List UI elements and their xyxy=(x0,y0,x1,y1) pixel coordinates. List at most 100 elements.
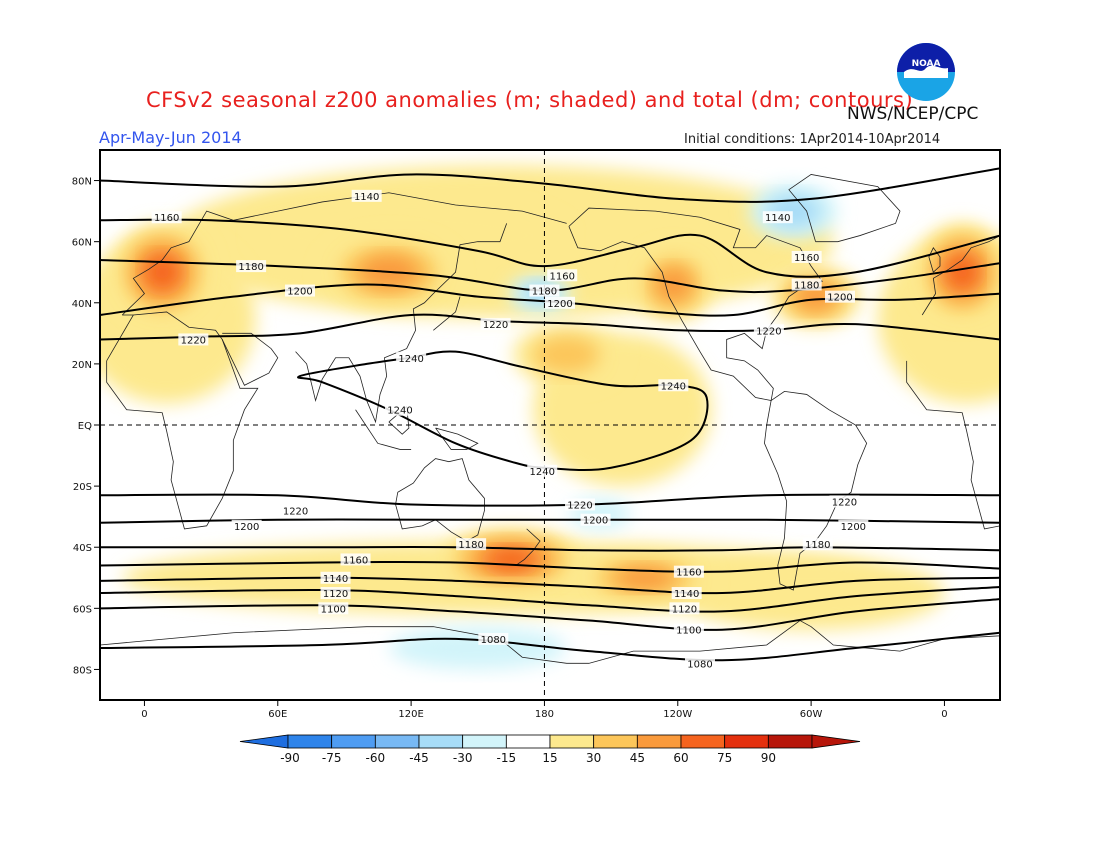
contour-label-text: 1240 xyxy=(529,467,554,478)
contour-label-text: 1140 xyxy=(765,213,790,224)
contour-label-bg xyxy=(351,189,382,202)
colorbar-swatch xyxy=(636,734,682,749)
contour-label-bg xyxy=(340,553,371,566)
axis-ticks: 80N 60N 40N 20N EQ 20S 40S 60S 80S 0 60E 120E 180 120… xyxy=(72,177,948,720)
contour-label-bg xyxy=(151,211,182,224)
noaa-logo-icon: NOAA xyxy=(897,43,955,101)
lat-tick-label: 80S xyxy=(73,665,92,676)
colorbar-swatch xyxy=(331,734,376,749)
anomaly-blob xyxy=(145,255,180,290)
contour-label-text: 1200 xyxy=(547,299,572,310)
contour-label: 1160 xyxy=(340,553,371,566)
contour-label-bg xyxy=(762,211,793,224)
contour-label: 1220 xyxy=(178,333,209,346)
contour-label: 1240 xyxy=(658,379,689,392)
contour-label-bg xyxy=(802,538,833,551)
contour-label-bg xyxy=(527,464,558,477)
contour-label-text: 1160 xyxy=(676,568,701,579)
lat-tick-label: EQ xyxy=(78,421,92,432)
contour-label: 1240 xyxy=(396,351,427,365)
contour-label-text: 1220 xyxy=(283,507,308,518)
contour-line xyxy=(100,259,1000,294)
contour-label-bg xyxy=(480,318,511,331)
colorbar-swatch xyxy=(505,734,551,749)
colorbar-label: 45 xyxy=(630,751,645,765)
contour-label: 1140 xyxy=(671,587,702,600)
contour-label-bg xyxy=(791,278,822,291)
contour-line xyxy=(100,167,1000,203)
contour-label-bg xyxy=(658,379,689,392)
lon-tick-label: 0 xyxy=(941,709,947,720)
colorbar-swatch xyxy=(418,734,464,749)
contour-label: 1140 xyxy=(320,571,351,585)
contour-label: 1200 xyxy=(545,296,575,310)
contour-label-bg xyxy=(671,587,702,600)
contour-label-bg xyxy=(320,587,351,600)
contour-label-text: 1140 xyxy=(354,192,379,203)
colorbar-swatch xyxy=(374,734,420,749)
contour-line xyxy=(100,283,1000,317)
contour-label: 1180 xyxy=(791,278,822,291)
contour-line xyxy=(100,560,1000,573)
contour-label-text: 1220 xyxy=(832,497,857,508)
contour-label-text: 1180 xyxy=(805,540,830,551)
contour-label-bg xyxy=(529,284,560,297)
contour-label-text: 1140 xyxy=(674,589,699,600)
colorbar-label: 90 xyxy=(761,751,776,765)
contour-label: 1100 xyxy=(318,602,349,615)
agency-label: NWS/NCEP/CPC xyxy=(847,104,979,124)
contour-label-text: 1100 xyxy=(676,626,701,637)
contour-label-bg xyxy=(547,269,578,282)
colorbar-arrow-low xyxy=(239,734,289,749)
anomaly-blob xyxy=(533,335,600,374)
colorbar-label: -30 xyxy=(453,751,473,765)
contour-line xyxy=(100,576,1000,595)
lat-tick-label: 20S xyxy=(73,482,92,493)
contour-label: 1140 xyxy=(351,189,382,203)
contour-label: 1200 xyxy=(838,519,869,533)
coastline xyxy=(121,192,567,316)
contour-label: 1240 xyxy=(385,403,415,417)
coastline xyxy=(921,235,1000,316)
colorbar-label: 15 xyxy=(542,751,557,765)
contour-line xyxy=(297,350,709,472)
contour-label-bg xyxy=(673,623,704,636)
season-label: Apr-May-Jun 2014 xyxy=(99,128,242,147)
anomaly-blob xyxy=(946,255,978,290)
contour-label-text: 1100 xyxy=(321,604,346,615)
lon-tick-label: 60E xyxy=(268,709,287,720)
contour-label: 1140 xyxy=(762,211,793,224)
coastline xyxy=(906,360,1000,530)
contour-label-bg xyxy=(178,333,209,346)
contour-label-text: 1180 xyxy=(532,287,557,298)
contour-label: 1160 xyxy=(547,269,578,282)
coastline xyxy=(106,311,259,530)
contour-label: 1120 xyxy=(669,602,700,615)
contour-label: 1160 xyxy=(673,565,704,579)
contour-label: 1220 xyxy=(829,495,860,508)
contour-label: 1180 xyxy=(236,260,267,273)
contour-label-text: 1120 xyxy=(323,589,348,600)
contour-label-bg xyxy=(791,250,822,263)
contour-label-text: 1140 xyxy=(323,574,348,585)
contour-label-text: 1080 xyxy=(687,659,712,670)
contour-label: 1220 xyxy=(753,324,784,337)
lat-tick-label: 20N xyxy=(72,360,92,371)
coastline xyxy=(568,207,823,402)
colorbar: -90 -75 -60 -45 -30 -15 15 30 45 60 75 90 xyxy=(239,734,861,765)
colorbar-label: 75 xyxy=(717,751,732,765)
colorbar-label: -75 xyxy=(322,751,342,765)
contour-label-bg xyxy=(280,504,311,517)
lat-tick-label: 80N xyxy=(72,177,92,188)
colorbar-swatch xyxy=(287,734,333,749)
contour-label-bg xyxy=(669,602,700,615)
colorbar-label: -90 xyxy=(280,751,300,765)
coastline xyxy=(355,409,412,450)
coastline xyxy=(221,332,279,386)
contour-label-bg xyxy=(580,513,611,526)
contour-label: 1160 xyxy=(151,211,182,224)
colorbar-label: 60 xyxy=(673,751,688,765)
contour-label-text: 1120 xyxy=(672,604,697,615)
lat-tick-label: 40N xyxy=(72,299,92,310)
contour-label-text: 1220 xyxy=(567,500,592,511)
